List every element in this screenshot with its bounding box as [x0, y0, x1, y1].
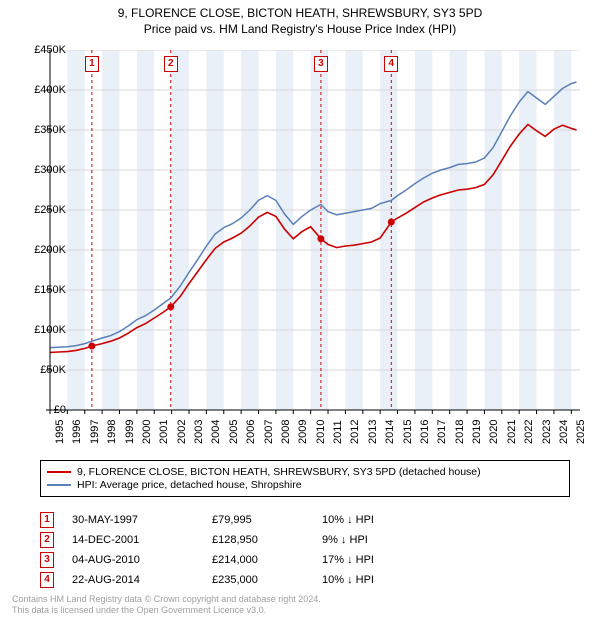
x-tick-label: 2013	[367, 432, 379, 444]
sale-date: 04-AUG-2010	[72, 554, 212, 566]
x-tick-label: 1999	[124, 432, 136, 444]
sale-ratio: 10% ↓ HPI	[322, 574, 412, 586]
y-tick-label: £400K	[34, 84, 66, 96]
chart-svg	[45, 50, 580, 416]
sales-table: 130-MAY-1997£79,99510% ↓ HPI214-DEC-2001…	[40, 510, 412, 590]
footer-line-2: This data is licensed under the Open Gov…	[12, 605, 321, 616]
y-tick-label: £300K	[34, 164, 66, 176]
x-tick-label: 2000	[141, 432, 153, 444]
x-tick-label: 2020	[488, 432, 500, 444]
y-tick-label: £350K	[34, 124, 66, 136]
x-tick-label: 2009	[297, 432, 309, 444]
title-line-2: Price paid vs. HM Land Registry's House …	[0, 22, 600, 38]
sale-marker-ref: 1	[40, 512, 54, 528]
x-tick-label: 2014	[384, 432, 396, 444]
sale-price: £128,950	[212, 534, 322, 546]
x-tick-label: 2017	[436, 432, 448, 444]
y-tick-label: £200K	[34, 244, 66, 256]
sale-date: 30-MAY-1997	[72, 514, 212, 526]
x-tick-label: 2008	[280, 432, 292, 444]
x-tick-label: 2024	[558, 432, 570, 444]
x-tick-label: 2012	[349, 432, 361, 444]
legend-label: HPI: Average price, detached house, Shro…	[77, 479, 302, 491]
legend-item: 9, FLORENCE CLOSE, BICTON HEATH, SHREWSB…	[47, 466, 563, 478]
sale-date: 22-AUG-2014	[72, 574, 212, 586]
x-tick-label: 2002	[176, 432, 188, 444]
price-chart	[50, 50, 580, 410]
sale-row: 2 14-DEC-2001£128,9509% ↓ HPI	[40, 530, 412, 550]
y-tick-label: £150K	[34, 284, 66, 296]
sale-row: 1 30-MAY-1997£79,99510% ↓ HPI	[40, 510, 412, 530]
sale-ratio: 9% ↓ HPI	[322, 534, 412, 546]
sale-marker: 4	[384, 56, 398, 72]
x-tick-label: 2003	[193, 432, 205, 444]
title-line-1: 9, FLORENCE CLOSE, BICTON HEATH, SHREWSB…	[0, 6, 600, 22]
y-tick-label: £450K	[34, 44, 66, 56]
x-tick-label: 2006	[245, 432, 257, 444]
x-tick-label: 2023	[541, 432, 553, 444]
y-tick-label: £100K	[34, 324, 66, 336]
x-tick-label: 2011	[332, 432, 344, 444]
sale-price: £79,995	[212, 514, 322, 526]
sale-marker: 2	[164, 56, 178, 72]
x-tick-label: 2015	[402, 432, 414, 444]
sale-marker-ref: 2	[40, 532, 54, 548]
x-tick-label: 2010	[315, 432, 327, 444]
footer-attribution: Contains HM Land Registry data © Crown c…	[12, 594, 321, 616]
sale-marker-ref: 4	[40, 572, 54, 588]
y-tick-label: £0	[54, 404, 66, 416]
sale-row: 4 22-AUG-2014£235,00010% ↓ HPI	[40, 570, 412, 590]
x-tick-label: 2018	[454, 432, 466, 444]
sale-price: £214,000	[212, 554, 322, 566]
sale-marker-ref: 3	[40, 552, 54, 568]
sale-marker: 3	[314, 56, 328, 72]
y-tick-label: £250K	[34, 204, 66, 216]
legend-item: HPI: Average price, detached house, Shro…	[47, 479, 563, 491]
chart-title: 9, FLORENCE CLOSE, BICTON HEATH, SHREWSB…	[0, 0, 600, 37]
legend-swatch	[47, 471, 71, 473]
x-tick-label: 2005	[228, 432, 240, 444]
x-tick-label: 2004	[210, 432, 222, 444]
footer-line-1: Contains HM Land Registry data © Crown c…	[12, 594, 321, 605]
legend-label: 9, FLORENCE CLOSE, BICTON HEATH, SHREWSB…	[77, 466, 481, 478]
x-tick-label: 2007	[263, 432, 275, 444]
x-tick-label: 2021	[506, 432, 518, 444]
x-tick-label: 1998	[106, 432, 118, 444]
y-tick-label: £50K	[40, 364, 66, 376]
x-tick-label: 2001	[158, 432, 170, 444]
x-tick-label: 2019	[471, 432, 483, 444]
x-tick-label: 2022	[523, 432, 535, 444]
sale-price: £235,000	[212, 574, 322, 586]
legend-swatch	[47, 484, 71, 486]
x-tick-label: 2025	[575, 432, 587, 444]
x-tick-label: 1995	[54, 432, 66, 444]
x-tick-label: 1996	[71, 432, 83, 444]
sale-date: 14-DEC-2001	[72, 534, 212, 546]
chart-legend: 9, FLORENCE CLOSE, BICTON HEATH, SHREWSB…	[40, 460, 570, 497]
sale-row: 3 04-AUG-2010£214,00017% ↓ HPI	[40, 550, 412, 570]
x-tick-label: 1997	[89, 432, 101, 444]
sale-marker: 1	[85, 56, 99, 72]
sale-ratio: 10% ↓ HPI	[322, 514, 412, 526]
sale-ratio: 17% ↓ HPI	[322, 554, 412, 566]
x-tick-label: 2016	[419, 432, 431, 444]
